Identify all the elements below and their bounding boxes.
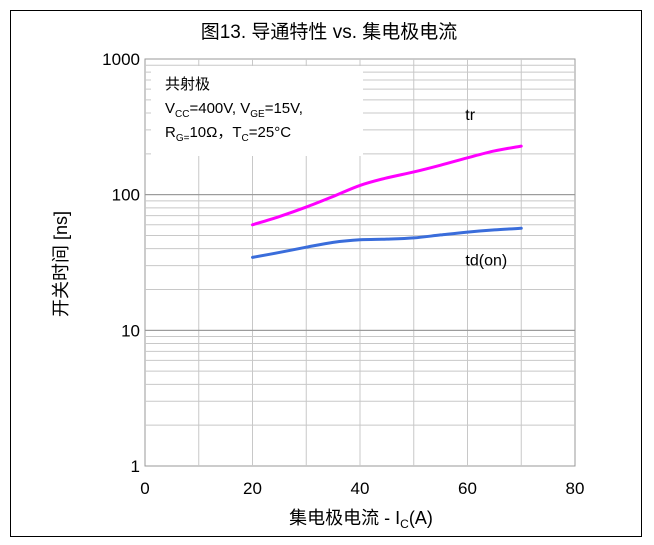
conditions-line-1: 共射极: [165, 76, 210, 93]
x-axis-label-sub: C: [400, 517, 409, 531]
y-tick-label: 10: [121, 321, 140, 340]
x-tick-label: 60: [458, 479, 477, 498]
conditions-line-3: RG=10Ω，TC=25°C: [165, 124, 291, 144]
cond3-part: C: [242, 133, 249, 144]
x-axis-label-main: 集电极电流 - I: [289, 508, 400, 528]
chart-frame: 图13. 导通特性 vs. 集电极电流 0 20 40 60 80 1 10 100 1000 …: [10, 10, 642, 537]
series-label-tr: tr: [465, 107, 475, 124]
x-tick-label: 40: [351, 479, 370, 498]
chart: 图13. 导通特性 vs. 集电极电流 0 20 40 60 801101001000 …: [51, 21, 584, 531]
y-tick-label: 1: [131, 457, 140, 476]
series-label-td-on: td(on): [465, 253, 507, 270]
y-axis-label: 开关时间 [ns]: [51, 211, 71, 317]
x-tick-label: 0: [140, 479, 149, 498]
series-layer: [251, 144, 523, 259]
chart-title: 图13. 导通特性 vs. 集电极电流: [201, 21, 458, 43]
cond3-part: R: [165, 124, 176, 141]
x-tick-label: 20: [243, 479, 262, 498]
series-line-1: [251, 226, 523, 259]
y-tick-label: 1000: [102, 50, 140, 69]
cond2-part: GE: [250, 109, 265, 120]
cond3-part: 10Ω，T: [189, 124, 241, 141]
cond2-part: =15V,: [265, 100, 303, 117]
axis-ticks: 0 20 40 60 80 1 10 100 1000: [102, 50, 584, 498]
series-line-0: [251, 144, 523, 227]
cond3-part: G=: [176, 133, 190, 144]
cond2-part: V: [165, 100, 175, 117]
y-tick-label: 100: [112, 186, 140, 205]
x-tick-label: 80: [566, 479, 585, 498]
conditions-line-2: VCC=400V, VGE=15V,: [165, 100, 303, 120]
cond2-part: =400V, V: [189, 100, 250, 117]
series-labels: tr td(on): [465, 107, 507, 270]
conditions-box: 共射极 VCC=400V, VGE=15V, RG=10Ω，TC=25°C: [151, 66, 363, 156]
x-axis-label-suffix: (A): [409, 508, 433, 528]
cond2-part: CC: [175, 109, 189, 120]
cond3-part: =25°C: [249, 124, 291, 141]
x-axis-label: 集电极电流 - IC(A): [289, 508, 433, 531]
